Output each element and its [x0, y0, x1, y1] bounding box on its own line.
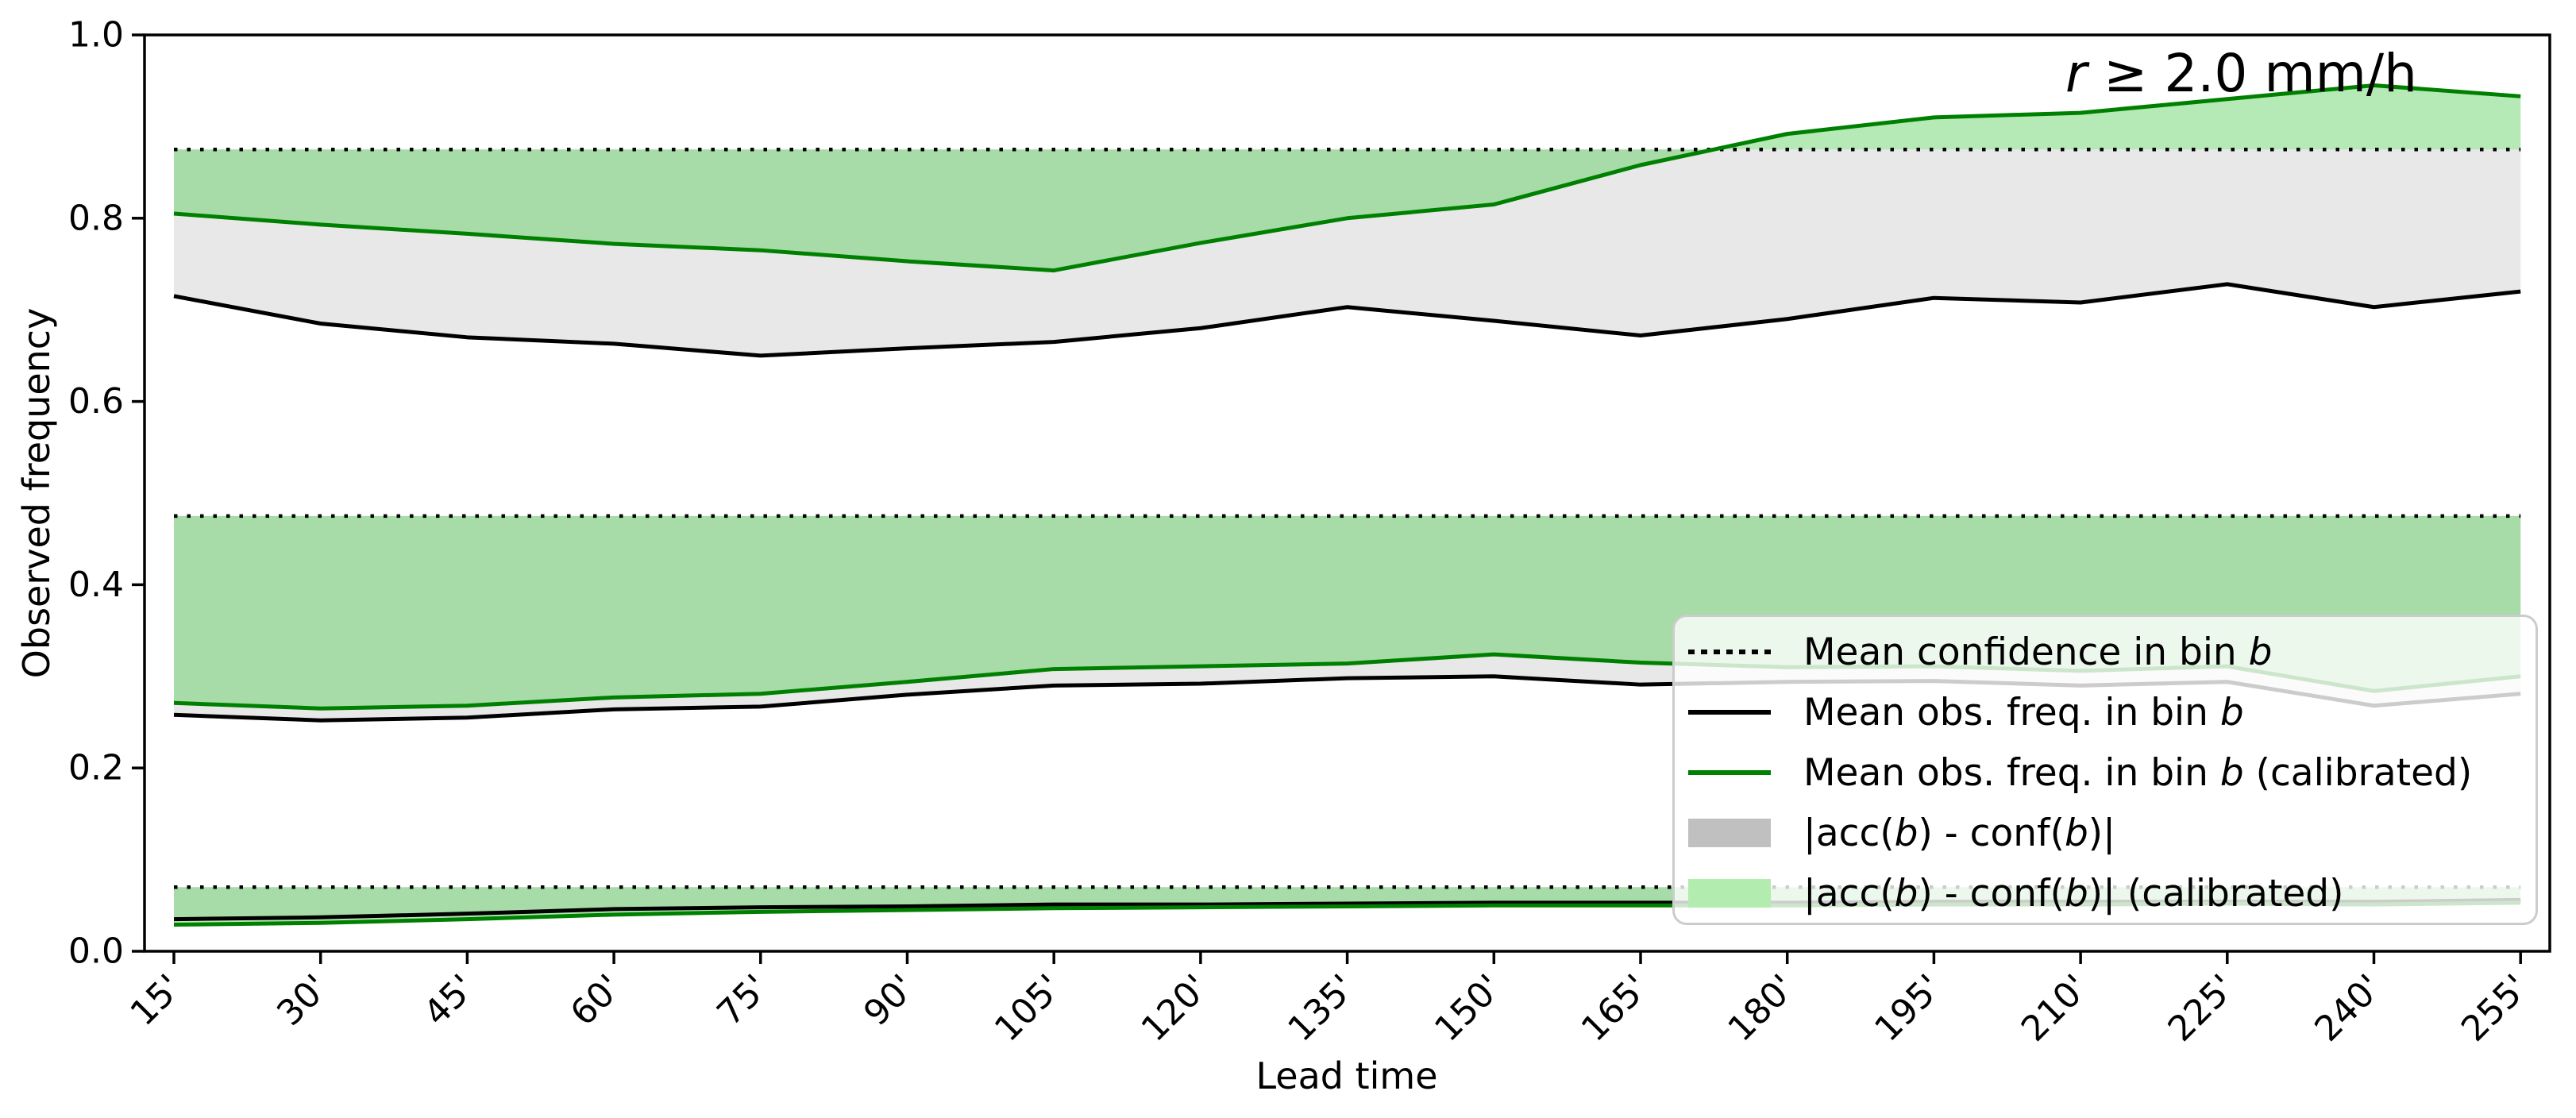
x-tick-label: 15'	[123, 967, 190, 1034]
legend-label: Mean obs. freq. in bin b	[1803, 690, 2244, 734]
y-tick-label: 0.4	[68, 565, 124, 605]
x-tick-label: 150'	[1427, 967, 1510, 1050]
x-tick-label: 165'	[1574, 967, 1656, 1050]
y-axis-label: Observed frequency	[15, 307, 58, 679]
y-tick-label: 0.0	[68, 931, 124, 972]
y-tick-label: 1.0	[68, 15, 124, 56]
x-tick-label: 240'	[2307, 967, 2389, 1050]
legend-entry-mean-confidence: Mean confidence in bin b	[1675, 622, 2536, 682]
x-tick-label: 135'	[1280, 967, 1363, 1050]
dotted-line-swatch	[1688, 650, 1771, 654]
x-tick-label: 75'	[709, 967, 776, 1034]
x-tick-label: 105'	[987, 967, 1070, 1050]
x-tick-label: 45'	[416, 967, 483, 1034]
legend-entry-mean-obs-freq: Mean obs. freq. in bin b	[1675, 682, 2536, 742]
legend-label: |acc(b) - conf(b)|	[1803, 811, 2115, 855]
acc-conf-band-high-confidence-bin	[174, 149, 2521, 356]
x-tick-label: 180'	[1720, 967, 1803, 1050]
y-tick-label: 0.8	[68, 198, 124, 238]
legend-label: Mean obs. freq. in bin b (calibrated)	[1803, 750, 2473, 795]
legend-entry-acc-conf: |acc(b) - conf(b)|	[1675, 803, 2536, 863]
x-tick-label: 225'	[2161, 967, 2243, 1050]
legend-entry-acc-conf-calibrated: |acc(b) - conf(b)| (calibrated)	[1675, 863, 2536, 923]
gray-patch-swatch	[1688, 819, 1771, 847]
x-tick-label: 210'	[2014, 967, 2096, 1050]
x-tick-label: 30'	[269, 967, 336, 1034]
x-tick-label: 90'	[856, 967, 923, 1034]
legend-label: |acc(b) - conf(b)| (calibrated)	[1803, 871, 2344, 916]
legend-entry-mean-obs-freq-calibrated: Mean obs. freq. in bin b (calibrated)	[1675, 742, 2536, 803]
mean-obs-freq-calibrated-line-high-confidence-bin	[173, 83, 2521, 273]
x-tick-label: 120'	[1134, 967, 1217, 1050]
green-line-swatch	[1688, 770, 1771, 775]
x-tick-label: 195'	[1867, 967, 1949, 1050]
x-axis-label: Lead time	[1255, 1054, 1438, 1097]
mean-obs-freq-line-high-confidence-bin	[173, 282, 2521, 358]
acc-conf-band-calibrated-high-confidence-bin	[174, 85, 2521, 271]
y-tick-label: 0.6	[68, 381, 124, 422]
legend: Mean confidence in bin b Mean obs. freq.…	[1672, 615, 2538, 925]
x-tick-label: 60'	[563, 967, 630, 1034]
green-patch-swatch	[1688, 879, 1771, 908]
y-tick-label: 0.2	[68, 748, 124, 788]
legend-label: Mean confidence in bin b	[1803, 630, 2273, 674]
black-line-swatch	[1688, 710, 1771, 715]
x-tick-label: 255'	[2454, 967, 2536, 1050]
plot-title: r ≥ 2.0 mm/h	[2065, 43, 2417, 104]
